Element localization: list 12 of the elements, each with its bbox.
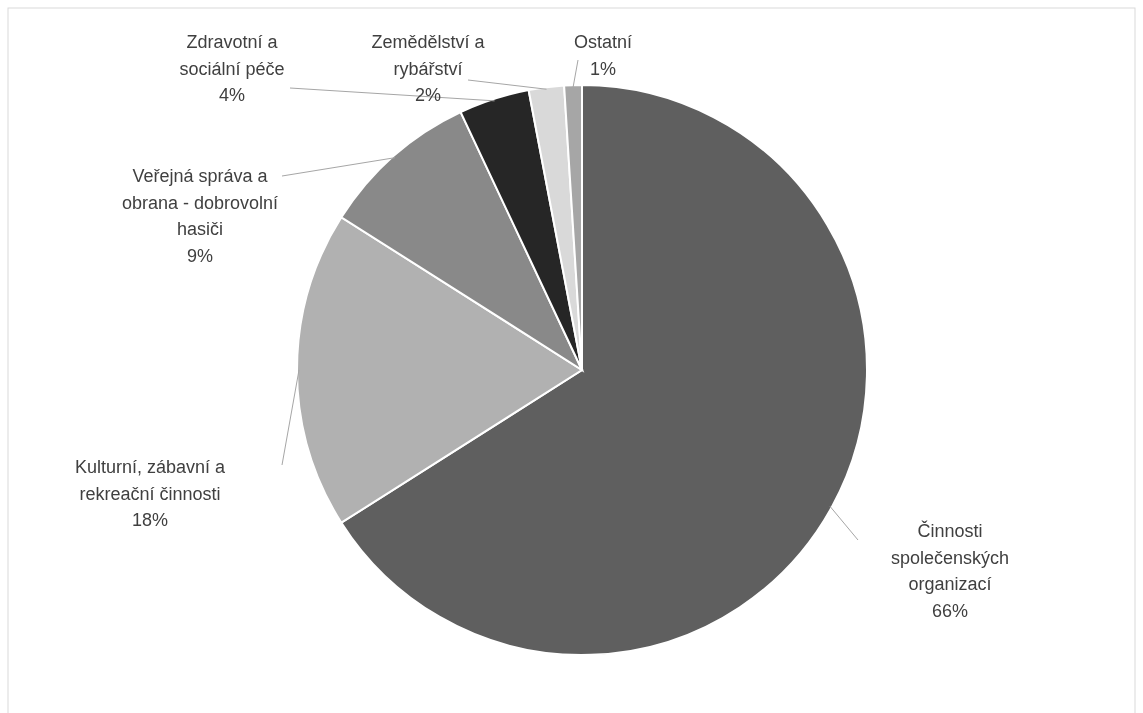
slice-label: Veřejná správa a obrana - dobrovolní hasiči: [121, 166, 279, 239]
slice-label: Kulturní, zábavní a rekreační činnosti: [74, 457, 227, 504]
data-label: 2%: [414, 85, 442, 105]
data-label: 18%: [131, 510, 169, 530]
slice-label: Činnosti společenských organizací: [890, 520, 1010, 594]
data-label: 9%: [186, 245, 214, 266]
slice-label: Zdravotní a sociální péče: [179, 32, 285, 79]
data-label: 66%: [931, 600, 969, 621]
slice-label: Ostatní: [573, 32, 633, 52]
data-label: 4%: [218, 85, 246, 105]
slice-label: Zemědělství a rybářství: [371, 32, 486, 79]
data-label: 1%: [589, 58, 617, 79]
